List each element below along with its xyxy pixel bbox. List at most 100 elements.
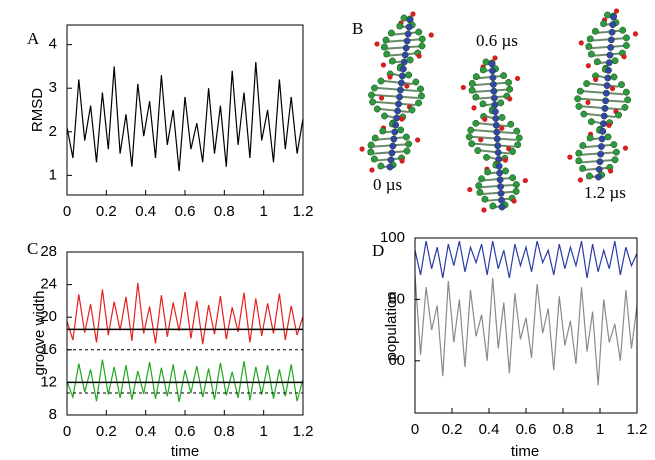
atom [585, 43, 593, 50]
atom [489, 67, 496, 75]
atom [576, 87, 584, 95]
atom [615, 111, 623, 119]
atom [622, 42, 630, 49]
y-tick-label: 3 [49, 79, 57, 96]
atom [397, 86, 404, 94]
y-tick-label: 12 [40, 373, 57, 390]
atom [586, 35, 594, 43]
atom [415, 28, 423, 36]
x-tick-label: 0.6 [175, 423, 196, 440]
atom [597, 143, 605, 150]
atom [497, 99, 505, 107]
atom [605, 59, 613, 67]
atom [405, 140, 413, 148]
atom [596, 158, 604, 166]
atom [515, 134, 523, 142]
atom [502, 157, 508, 163]
atom [405, 71, 413, 79]
atom [624, 96, 632, 104]
atom [397, 79, 405, 87]
atom [468, 79, 476, 87]
atom [607, 44, 615, 51]
atom [498, 114, 506, 121]
atom [512, 187, 520, 195]
atom [500, 72, 508, 80]
y-tick-label: 100 [380, 229, 405, 246]
atom [417, 85, 424, 93]
atom [499, 125, 505, 131]
atom [514, 141, 522, 149]
atom [482, 58, 490, 66]
atom [404, 83, 410, 89]
atom [607, 36, 615, 44]
atom [600, 120, 607, 128]
atom [492, 115, 500, 122]
panel-label: B [352, 19, 363, 38]
atom [468, 140, 476, 148]
atom [579, 164, 587, 172]
atom [599, 127, 607, 135]
annotation: 0 µs [373, 175, 402, 194]
molecule-image [359, 8, 639, 213]
atom [591, 27, 599, 35]
y-axis-label: RMSD [29, 88, 46, 132]
atom [497, 189, 505, 197]
atom [585, 99, 591, 106]
atom [578, 40, 584, 46]
atom [593, 76, 599, 83]
atom [387, 74, 393, 80]
atom [381, 112, 388, 120]
x-tick-label: 0.6 [175, 203, 196, 220]
atom [604, 74, 612, 82]
atom [495, 162, 503, 170]
atom [490, 87, 498, 95]
atom [483, 153, 490, 161]
atom [492, 55, 498, 61]
atom [396, 93, 403, 101]
atom [369, 98, 377, 106]
atom [610, 73, 618, 81]
x-axis-label: time [171, 443, 199, 460]
atom [509, 148, 517, 155]
atom [370, 84, 378, 92]
atom [418, 92, 425, 100]
atom [493, 128, 501, 136]
atom [391, 128, 399, 136]
atom [415, 99, 423, 107]
atom [428, 32, 434, 38]
plot-frame [414, 237, 638, 414]
atom [597, 150, 605, 158]
atom [619, 26, 627, 34]
atom [484, 168, 492, 176]
atom [404, 30, 412, 38]
atom [522, 177, 528, 184]
x-tick-label: 0.4 [135, 203, 156, 220]
atom [511, 198, 517, 204]
atom [606, 122, 612, 128]
atom [580, 110, 588, 118]
atom [567, 154, 573, 160]
x-tick-label: 0.2 [442, 421, 463, 438]
atom [368, 91, 375, 99]
atom [611, 156, 619, 164]
atom [397, 126, 405, 134]
atom [373, 105, 381, 113]
atom [377, 77, 385, 85]
atom [398, 72, 406, 80]
atom [598, 135, 606, 143]
atom [471, 105, 477, 111]
atom [575, 102, 583, 110]
plot-frame [66, 251, 304, 416]
atom [418, 42, 426, 50]
atom [472, 119, 480, 127]
atom [602, 89, 610, 97]
x-tick-label: 1 [596, 421, 604, 438]
atom [587, 50, 595, 58]
atom [416, 53, 422, 59]
atom [410, 11, 416, 17]
y-tick-label: 28 [40, 243, 57, 260]
atom [390, 135, 398, 143]
atom [367, 141, 375, 149]
atom [460, 84, 466, 91]
